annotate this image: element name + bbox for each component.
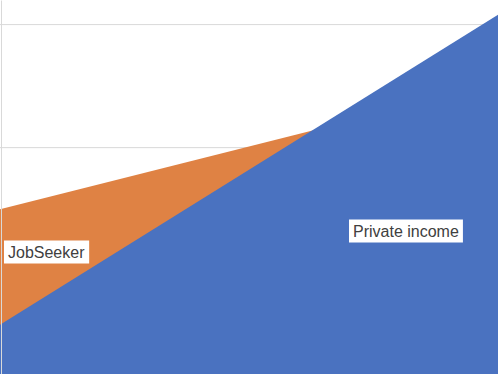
- y-axis: [1, 1, 3, 374]
- series-label: Private income: [349, 220, 463, 243]
- plot-area: [0, 15, 498, 374]
- chart: JobSeeker Private income: [0, 0, 498, 374]
- label-text: Private income: [353, 223, 459, 240]
- label-box: [4, 241, 89, 264]
- axis-line: [1, 1, 2, 374]
- series-label: JobSeeker: [4, 241, 89, 264]
- label-box: [349, 220, 463, 243]
- label-text: JobSeeker: [8, 244, 85, 261]
- grid-line: [0, 24, 498, 25]
- area: [0, 15, 498, 374]
